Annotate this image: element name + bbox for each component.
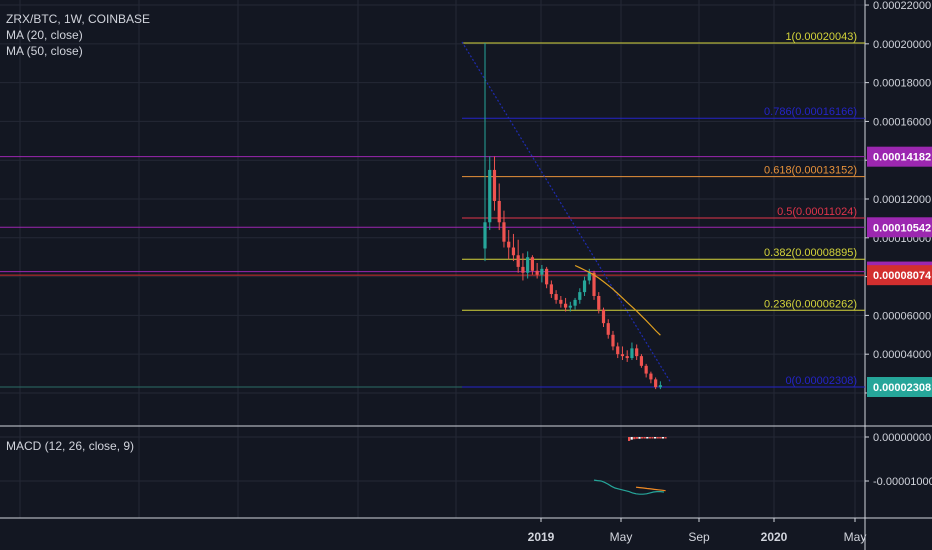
macd-histogram-bar bbox=[656, 437, 659, 439]
fib-level-label: 0(0.00002308) bbox=[785, 375, 857, 387]
candle-body bbox=[587, 272, 591, 281]
candle-body bbox=[630, 348, 634, 359]
candle-body bbox=[521, 266, 525, 273]
macd-histogram-bar bbox=[633, 437, 636, 440]
candle-body bbox=[616, 346, 620, 355]
candle-body bbox=[611, 334, 615, 347]
ma20-legend: MA (20, close) bbox=[6, 28, 83, 42]
fib-level-label: 0.236(0.00006262) bbox=[764, 298, 857, 310]
candle-body bbox=[620, 354, 625, 357]
time-tick-label: May bbox=[610, 530, 633, 544]
candle-body bbox=[530, 257, 534, 271]
price-tag-label: 0.00008074 bbox=[873, 270, 932, 282]
candle-body bbox=[526, 257, 530, 273]
price-tag-label: 0.00010542 bbox=[873, 222, 931, 234]
macd-histogram-bar bbox=[661, 437, 664, 439]
candle-body bbox=[578, 292, 582, 300]
price-tick-label: 0.00006000 bbox=[873, 310, 931, 322]
candle-body bbox=[639, 356, 644, 366]
macd-histogram-bar bbox=[628, 437, 631, 441]
symbol-title: ZRX/BTC, 1W, COINBASE bbox=[6, 12, 151, 26]
price-tick-label: 0.00012000 bbox=[873, 194, 931, 206]
macd-histogram-bar bbox=[646, 437, 649, 439]
macd-histogram-bar bbox=[654, 437, 657, 439]
candle-body bbox=[606, 323, 610, 335]
candle-body bbox=[502, 222, 506, 242]
macd-histogram-bar bbox=[641, 437, 644, 439]
price-tag-box bbox=[867, 217, 932, 238]
candle-body bbox=[540, 268, 544, 275]
candle-body bbox=[511, 247, 516, 256]
macd-histogram-bar bbox=[638, 437, 641, 439]
time-tick-label: Sep bbox=[688, 530, 710, 544]
price-tag-label: 0.00002308 bbox=[873, 382, 931, 394]
candle-body bbox=[535, 270, 539, 275]
macd-title: MACD (12, 26, close, 9) bbox=[6, 439, 135, 453]
candle-body bbox=[597, 295, 601, 310]
candle-body bbox=[649, 373, 653, 380]
candle-body bbox=[549, 284, 553, 295]
candle-body bbox=[582, 280, 587, 293]
macd-histogram-bar bbox=[651, 437, 654, 439]
candle-body bbox=[559, 299, 563, 304]
price-tick-label: 0.00022000 bbox=[873, 0, 931, 12]
macd-tick-label: 0.00000000 bbox=[873, 432, 931, 444]
macd-tick-label: -0.00001000 bbox=[873, 476, 932, 488]
candle-body bbox=[545, 268, 549, 285]
main-legend: ZRX/BTC, 1W, COINBASE MA (20, close) MA … bbox=[6, 11, 150, 59]
candle-body bbox=[592, 272, 596, 296]
time-tick-label: 2019 bbox=[528, 530, 555, 544]
ma50-legend: MA (50, close) bbox=[6, 44, 83, 58]
candle-body bbox=[654, 379, 658, 388]
macd-histogram-bar bbox=[635, 437, 638, 439]
fib-level-label: 0.382(0.00008895) bbox=[764, 247, 857, 259]
fib-level-label: 1(0.00020043) bbox=[785, 31, 857, 43]
price-tick-label: 0.00018000 bbox=[873, 78, 931, 90]
price-tag-label: 0.00014182 bbox=[873, 152, 931, 164]
candle-body bbox=[497, 200, 501, 223]
macd-histogram-bar bbox=[648, 437, 651, 439]
macd-line bbox=[593, 479, 665, 495]
signal-line bbox=[635, 486, 666, 492]
candle-body bbox=[644, 365, 648, 374]
macd-histogram-bar bbox=[664, 437, 667, 439]
candle-body bbox=[492, 169, 497, 201]
price-tag-box bbox=[867, 377, 932, 397]
candle-body bbox=[554, 294, 558, 300]
fib-level-label: 0.618(0.00013152) bbox=[764, 165, 857, 177]
candle-body bbox=[516, 255, 520, 267]
candle-body bbox=[483, 222, 487, 249]
price-tick-label: 0.00004000 bbox=[873, 349, 931, 361]
time-tick-label: May bbox=[844, 530, 867, 544]
price-tick-label: 0.00016000 bbox=[873, 116, 931, 128]
ma20-line bbox=[574, 264, 661, 336]
candle-body bbox=[568, 305, 572, 308]
fib-level-label: 0.786(0.00016166) bbox=[764, 106, 857, 118]
candle-body bbox=[635, 348, 639, 357]
macd-histogram-bar bbox=[630, 437, 633, 440]
macd-histogram-bar bbox=[643, 437, 646, 439]
candle-body bbox=[573, 299, 577, 306]
fib-level-label: 0.5(0.00011024) bbox=[777, 206, 857, 218]
price-tag-box bbox=[867, 265, 932, 286]
candle-body bbox=[563, 303, 568, 308]
candle-body bbox=[507, 241, 511, 248]
candle-body bbox=[625, 356, 629, 359]
macd-histogram-bar bbox=[659, 437, 662, 439]
macd-legend: MACD (12, 26, close, 9) bbox=[6, 438, 134, 454]
candle-body bbox=[658, 385, 662, 388]
candle-body bbox=[601, 309, 606, 324]
time-tick-label: 2020 bbox=[761, 530, 788, 544]
price-tag-box bbox=[867, 146, 932, 167]
price-tick-label: 0.00020000 bbox=[873, 39, 931, 51]
candle-body bbox=[488, 169, 492, 223]
